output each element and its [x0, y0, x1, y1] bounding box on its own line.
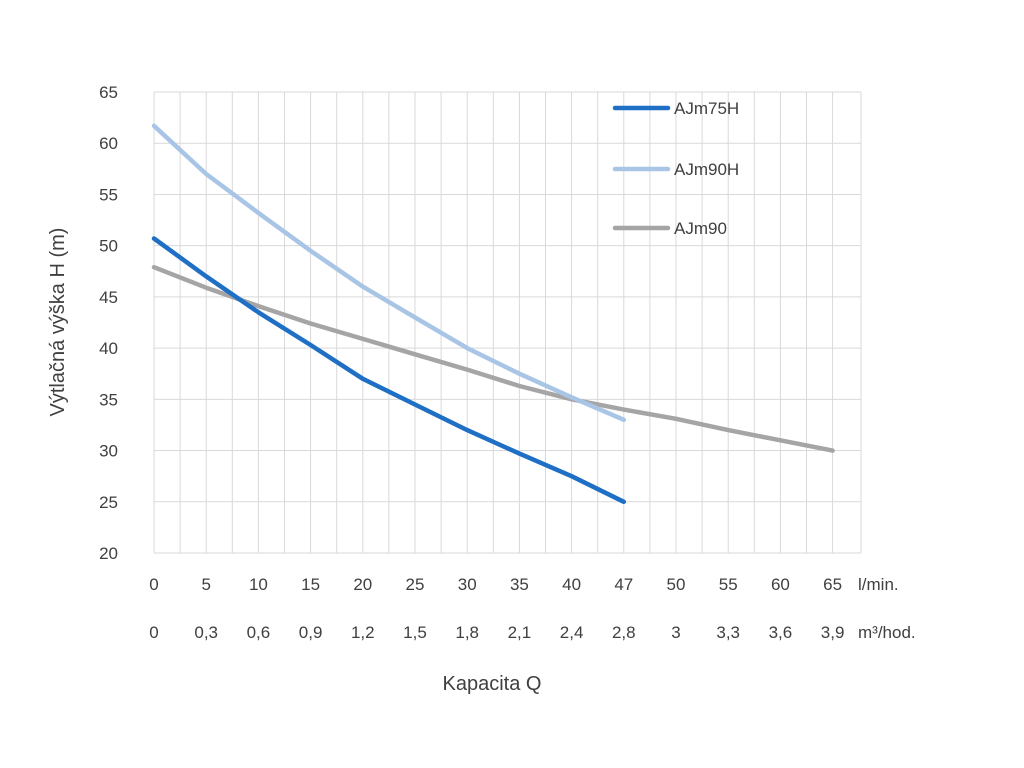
- y-tick-label: 20: [99, 544, 118, 563]
- y-tick-label: 30: [99, 442, 118, 461]
- x-axis-title: Kapacita Q: [443, 673, 542, 695]
- x-tick-label-lmin: 47: [614, 575, 633, 594]
- x-unit-m3h: m³/hod.: [858, 623, 916, 642]
- x-tick-label-lmin: 25: [406, 575, 425, 594]
- x-tick-label-lmin: 15: [301, 575, 320, 594]
- y-axis-title: Výtlačná výška H (m): [47, 228, 69, 417]
- x-tick-label-m3h: 2,8: [612, 623, 636, 642]
- x-tick-label-m3h: 0,9: [299, 623, 323, 642]
- y-tick-label: 35: [99, 390, 118, 409]
- x-tick-label-m3h: 1,8: [455, 623, 479, 642]
- x-tick-label-m3h: 3,3: [716, 623, 740, 642]
- x-tick-label-lmin: 30: [458, 575, 477, 594]
- x-tick-label-lmin: 65: [823, 575, 842, 594]
- series-lines: [151, 123, 835, 505]
- x-axis-ticks-lmin: 0 5 10 15 20 25 30 35 40 47 50 55 60 65: [149, 575, 842, 594]
- y-tick-label: 50: [99, 237, 118, 256]
- x-tick-label-m3h: 2,1: [508, 623, 532, 642]
- x-tick-label-lmin: 20: [353, 575, 372, 594]
- x-tick-label-lmin: 60: [771, 575, 790, 594]
- x-tick-label-m3h: 3,6: [769, 623, 793, 642]
- x-unit-lmin: l/min.: [858, 575, 899, 594]
- x-tick-label-m3h: 0,3: [194, 623, 218, 642]
- legend-label: AJm90H: [674, 160, 739, 179]
- legend: AJm75H AJm90H AJm90: [612, 99, 739, 238]
- x-tick-label-lmin: 10: [249, 575, 268, 594]
- legend-label: AJm75H: [674, 99, 739, 118]
- x-tick-label-lmin: 35: [510, 575, 529, 594]
- legend-label: AJm90: [674, 219, 727, 238]
- x-tick-label-lmin: 55: [719, 575, 738, 594]
- x-tick-label-m3h: 3: [671, 623, 680, 642]
- series-line-ajm90h: [151, 123, 627, 423]
- x-tick-label-lmin: 40: [562, 575, 581, 594]
- x-tick-label-m3h: 3,9: [821, 623, 845, 642]
- y-tick-label: 60: [99, 134, 118, 153]
- y-tick-label: 25: [99, 493, 118, 512]
- x-tick-label-m3h: 1,5: [403, 623, 427, 642]
- x-tick-label-m3h: 0: [149, 623, 158, 642]
- grid-lines: [153, 91, 862, 554]
- series-line-ajm90: [151, 264, 835, 453]
- x-axis-ticks-m3h: 0 0,3 0,6 0,9 1,2 1,5 1,8 2,1 2,4 2,8 3 3,3 3,6 3,9: [149, 623, 844, 642]
- y-tick-label: 65: [99, 83, 118, 102]
- y-tick-label: 40: [99, 339, 118, 358]
- x-tick-label-m3h: 1,2: [351, 623, 375, 642]
- y-tick-label: 55: [99, 185, 118, 204]
- x-tick-label-m3h: 0,6: [247, 623, 271, 642]
- x-tick-label-lmin: 0: [149, 575, 158, 594]
- y-tick-label: 45: [99, 288, 118, 307]
- series-line-ajm75h: [151, 236, 627, 505]
- y-axis-ticks: 20 25 30 35 40 45 50 55 60 65: [99, 83, 118, 563]
- x-tick-label-lmin: 50: [667, 575, 686, 594]
- x-tick-label-m3h: 2,4: [560, 623, 584, 642]
- x-tick-label-lmin: 5: [201, 575, 210, 594]
